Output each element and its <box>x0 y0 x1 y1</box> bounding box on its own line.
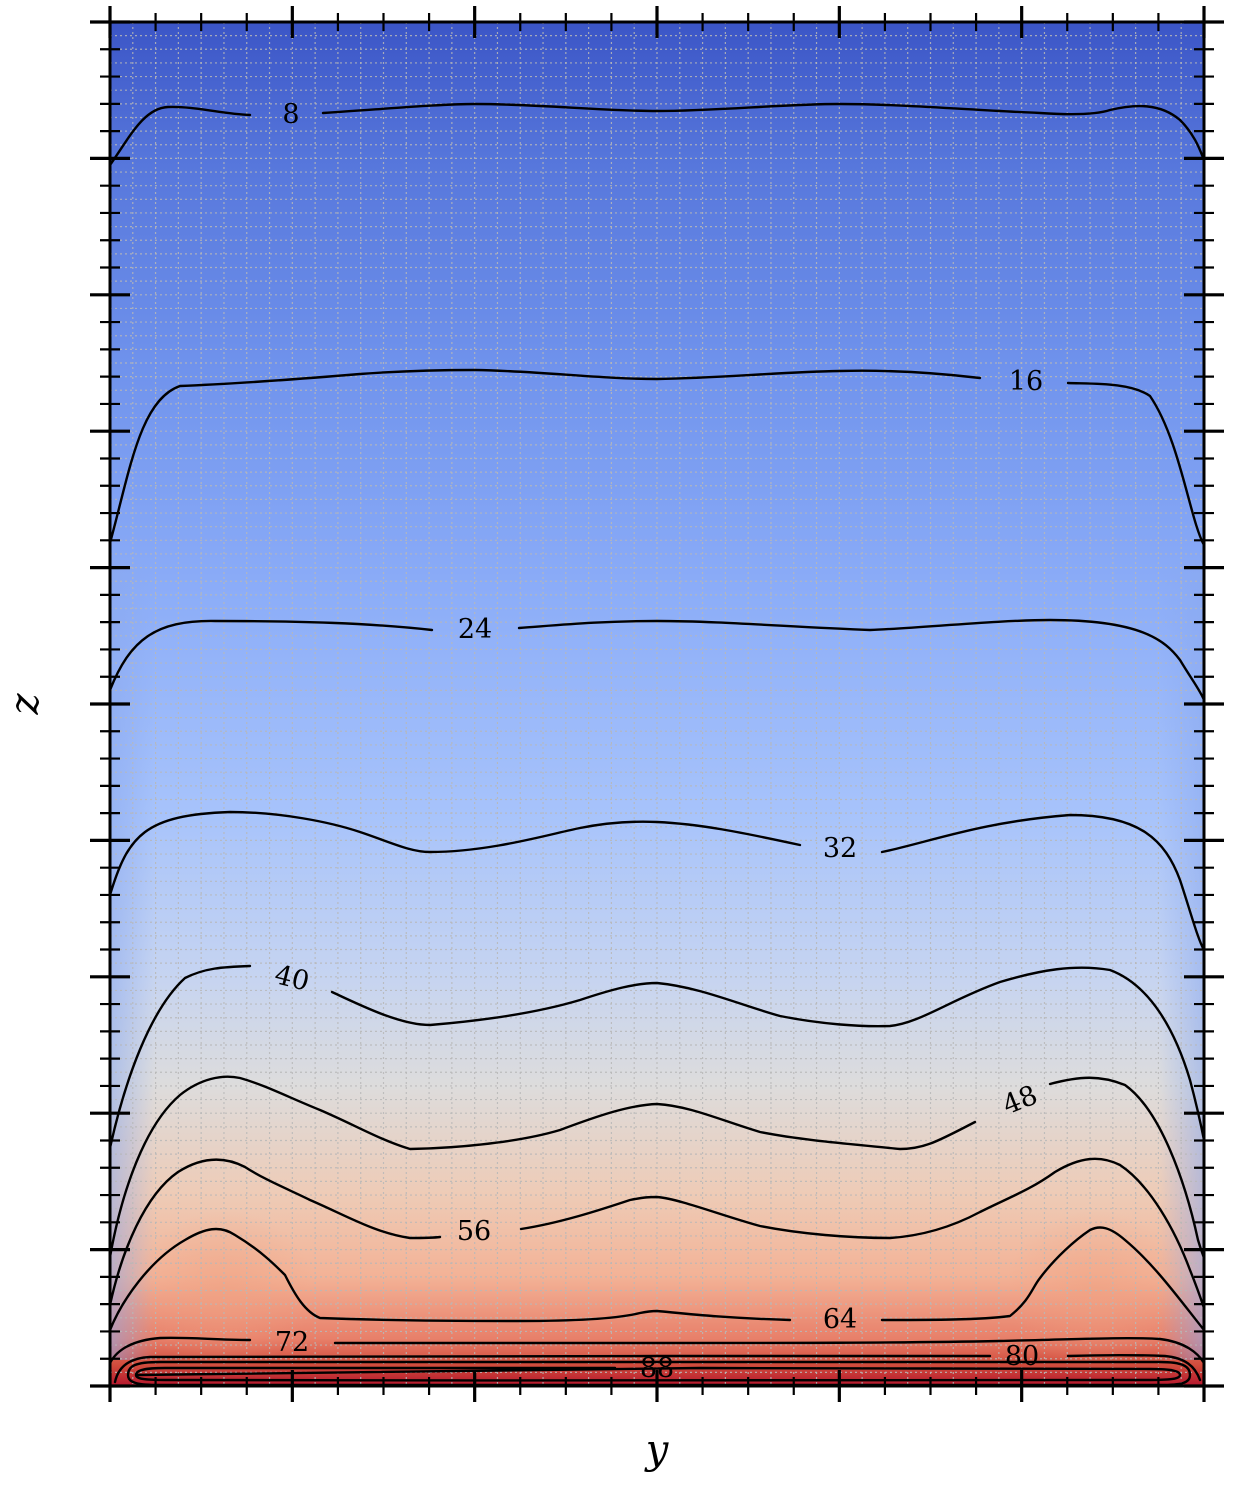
y-axis-title: z <box>2 693 48 716</box>
contour-label-64: 64 <box>823 1304 857 1335</box>
contour-label-72: 72 <box>275 1327 309 1358</box>
contour-label-8: 8 <box>282 99 299 130</box>
contour-72 <box>108 1336 1206 1365</box>
contour-56 <box>108 1157 1206 1310</box>
contour-64 <box>108 1226 1206 1332</box>
contour-40 <box>108 964 1206 1150</box>
grid <box>110 22 1204 1386</box>
contour-label-32: 32 <box>823 833 857 864</box>
contour-label-24: 24 <box>458 614 492 645</box>
left-wall-shade <box>110 560 155 1360</box>
contour-8 <box>108 102 1206 167</box>
contour-lines <box>108 102 1206 1387</box>
x-axis-title: y <box>644 1427 670 1473</box>
contour-88 <box>134 1366 1182 1382</box>
contour-label-16: 16 <box>1009 366 1043 397</box>
axis-ticks <box>90 6 1224 1402</box>
contour-80 <box>113 1354 1202 1384</box>
contour-24 <box>108 618 1206 702</box>
contour-16 <box>108 368 1206 547</box>
contour-label-80: 80 <box>1005 1341 1039 1372</box>
contour-32 <box>108 810 1206 952</box>
contour-label-56: 56 <box>457 1216 491 1247</box>
